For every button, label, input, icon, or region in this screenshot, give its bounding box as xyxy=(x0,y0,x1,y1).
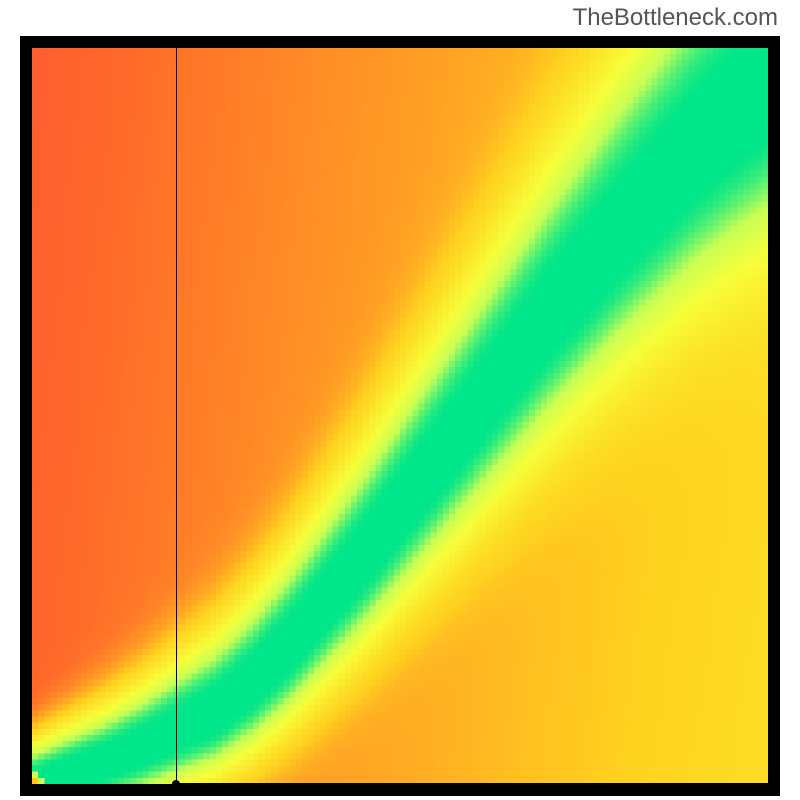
marker-dot xyxy=(172,780,180,788)
heatmap-canvas xyxy=(32,48,768,784)
crosshair-horizontal xyxy=(176,783,768,784)
figure-container: TheBottleneck.com xyxy=(0,0,800,800)
plot-frame xyxy=(20,36,780,796)
watermark-text: TheBottleneck.com xyxy=(573,4,778,32)
crosshair-vertical xyxy=(176,48,177,784)
plot-area xyxy=(32,48,768,784)
